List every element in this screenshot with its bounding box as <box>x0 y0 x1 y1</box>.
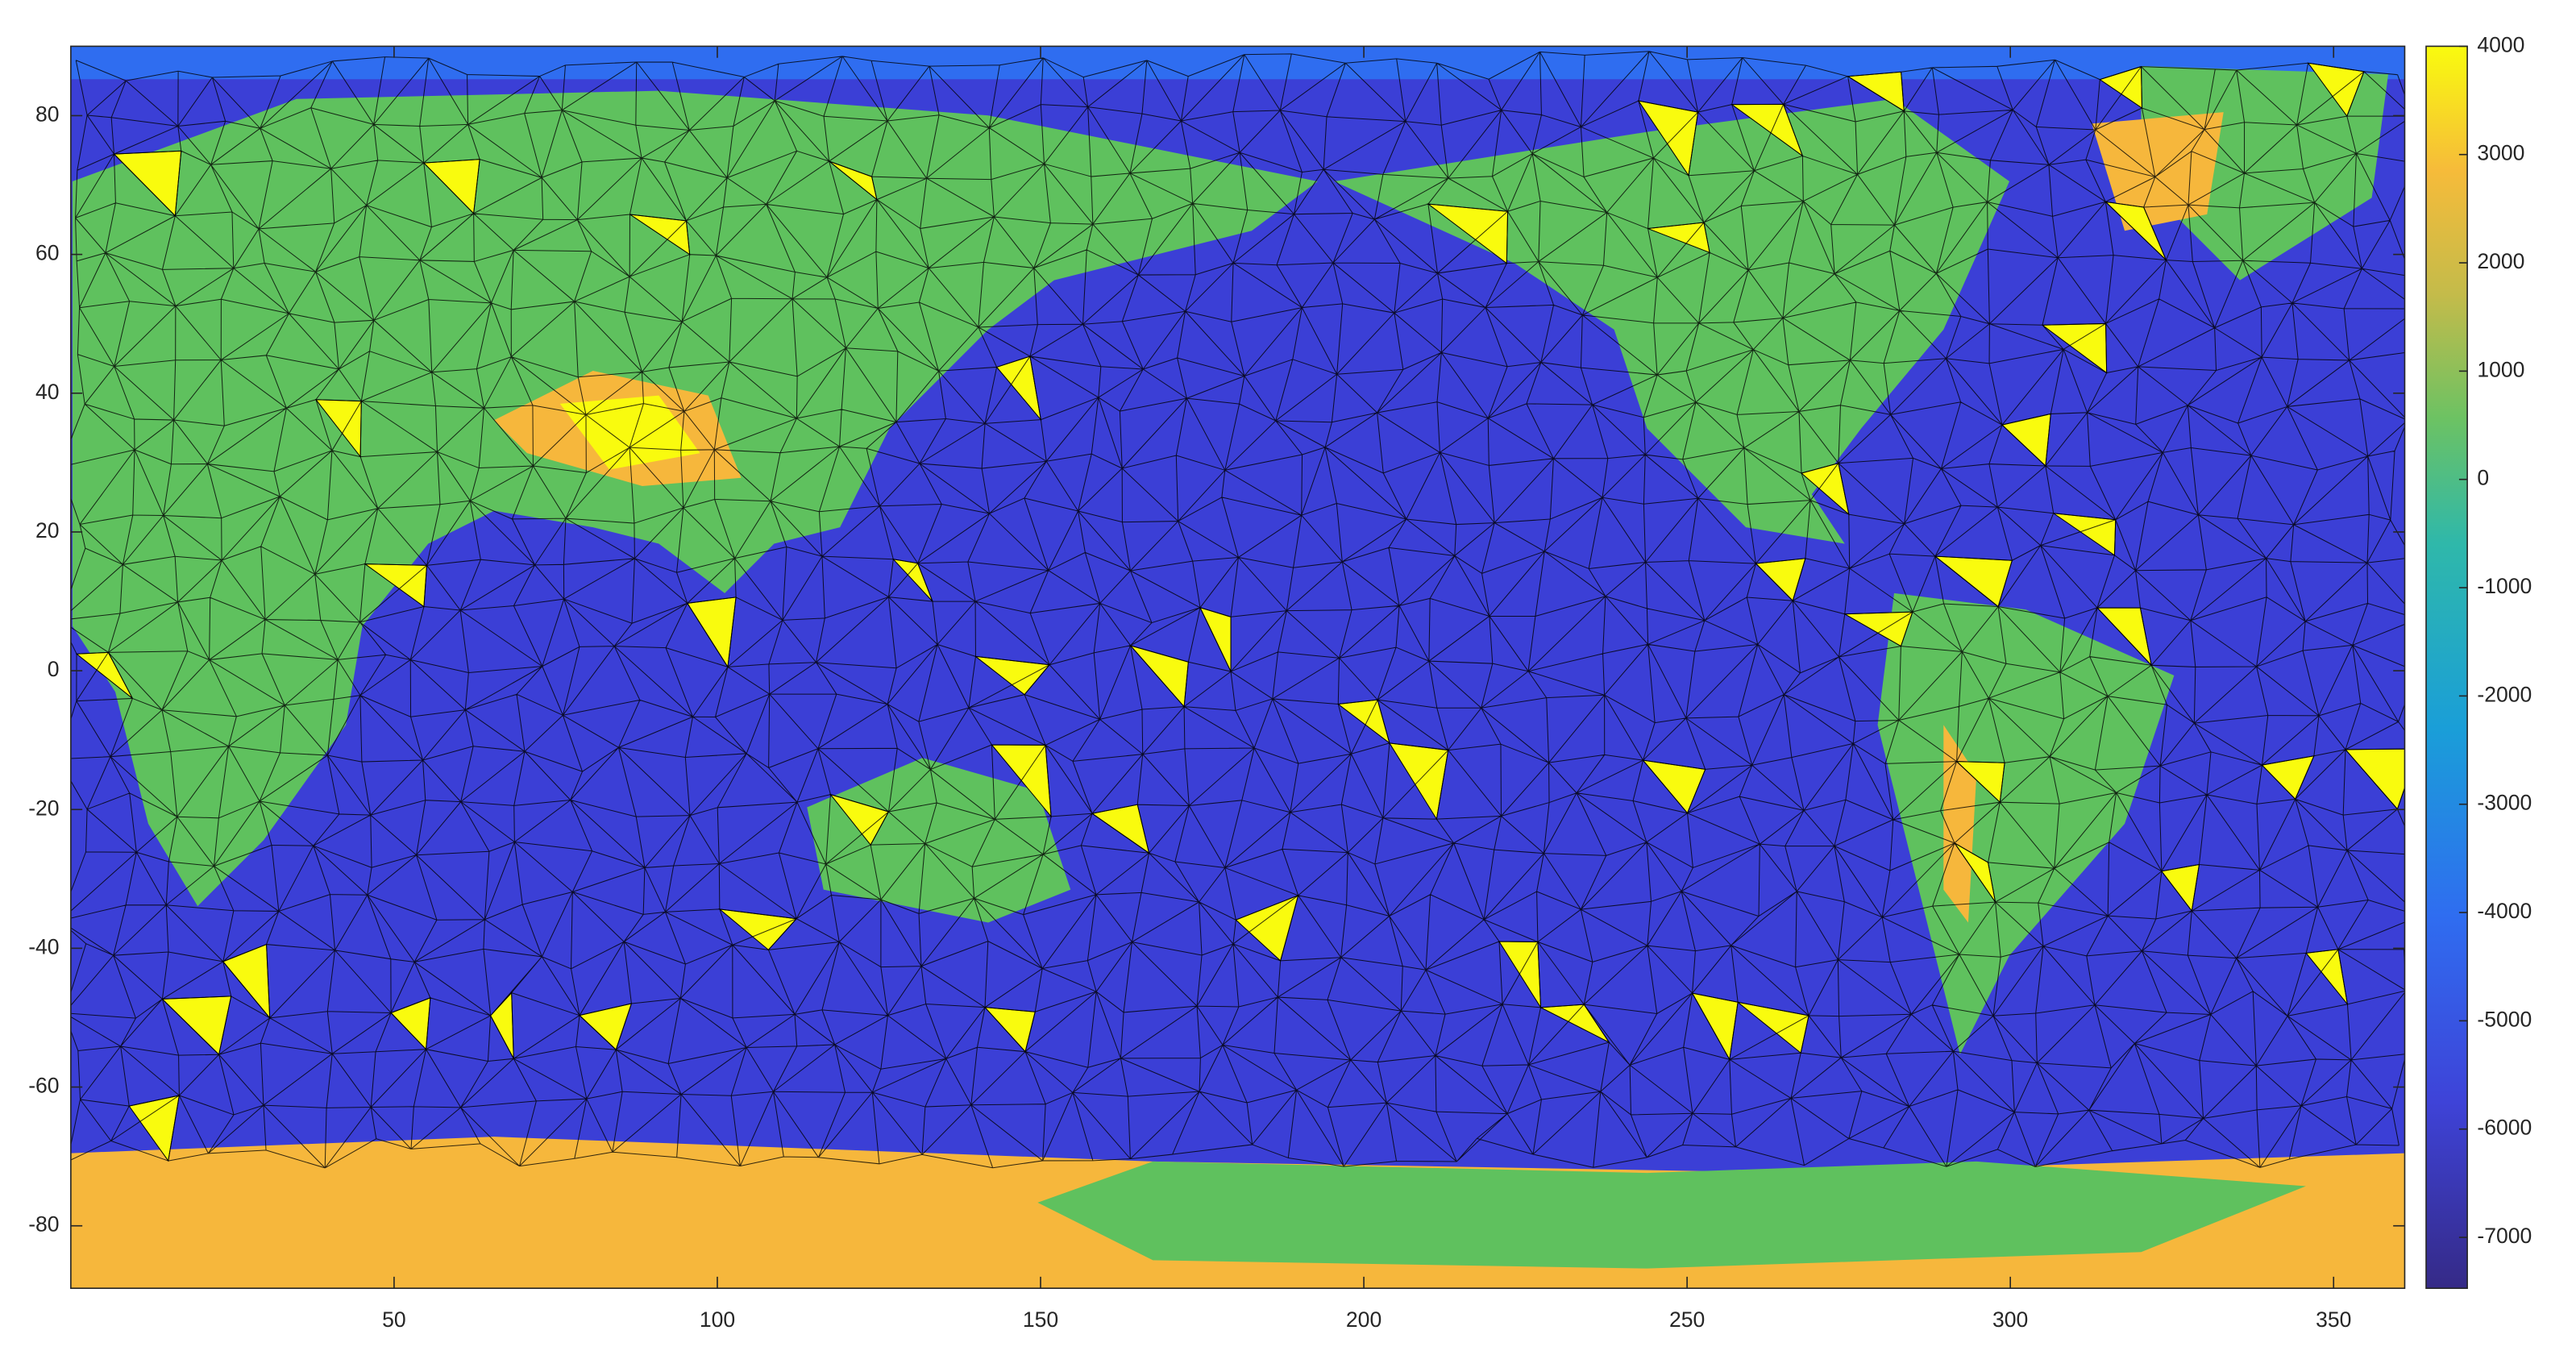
colorbar <box>2425 45 2468 1289</box>
colorbar-tick-label: 0 <box>2477 466 2489 490</box>
axes-box <box>70 45 2406 1289</box>
y-tick-label: -40 <box>28 934 59 958</box>
y-tick-label: 60 <box>35 241 60 265</box>
y-tick-label: 0 <box>48 657 60 681</box>
australia <box>807 758 1071 923</box>
colorbar-tick-label: 4000 <box>2477 32 2524 56</box>
north-america <box>1334 98 2010 544</box>
arctic <box>70 46 2405 80</box>
colorbar-tick-label: -4000 <box>2477 899 2532 923</box>
plateau <box>559 395 700 470</box>
y-tick-label: -80 <box>28 1212 59 1237</box>
y-tick-label: 40 <box>35 380 60 404</box>
x-tick-label: 150 <box>1023 1307 1058 1332</box>
y-tick-label: -60 <box>28 1074 59 1098</box>
colorbar-tick-label: -6000 <box>2477 1116 2532 1140</box>
x-tick-label: 100 <box>700 1307 735 1332</box>
y-tick-label: -20 <box>28 796 59 820</box>
colorbar-tick-label: -3000 <box>2477 791 2532 815</box>
mesh <box>70 51 2405 1169</box>
x-tick-label: 250 <box>1669 1307 1705 1332</box>
greenland-ice <box>2092 112 2224 231</box>
andes <box>1943 725 1977 923</box>
colorbar-tick-label: 2000 <box>2477 249 2524 273</box>
x-tick-label: 350 <box>2316 1307 2351 1332</box>
x-tick-label: 300 <box>1992 1307 2028 1332</box>
colorbar-tick-label: -7000 <box>2477 1224 2532 1248</box>
colorbar-tick-label: 3000 <box>2477 141 2524 165</box>
map <box>70 46 2405 1289</box>
colorbar-tick-label: -1000 <box>2477 574 2532 598</box>
x-tick-label: 200 <box>1346 1307 1381 1332</box>
y-tick-label: 20 <box>35 518 60 542</box>
antarctic-shelf <box>1037 1161 2306 1269</box>
x-tick-label: 50 <box>382 1307 406 1332</box>
mesh-lines <box>70 51 2405 1169</box>
colorbar-tick-label: -2000 <box>2477 682 2532 706</box>
y-tick-label: 80 <box>35 102 60 126</box>
eurasia-africa <box>72 90 1318 907</box>
colorbar-tick-label: 1000 <box>2477 357 2524 381</box>
colorbar-tick-label: -5000 <box>2477 1007 2532 1031</box>
